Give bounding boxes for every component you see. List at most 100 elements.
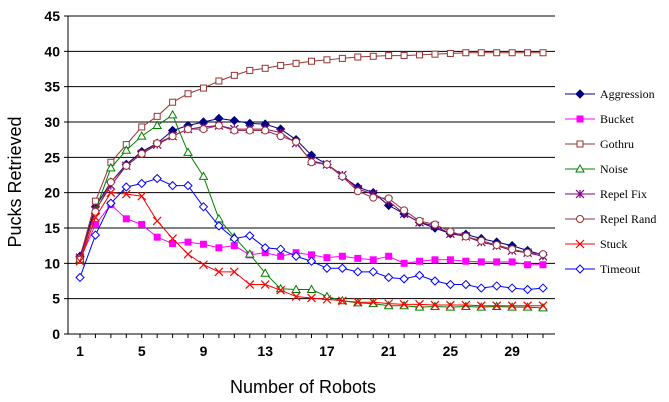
data-point — [524, 261, 532, 269]
legend-item[interactable]: Bucket — [565, 112, 635, 126]
legend-marker — [575, 89, 585, 99]
data-point — [167, 109, 178, 119]
data-point — [338, 54, 346, 62]
data-point — [168, 132, 177, 141]
legend-item[interactable]: Stuck — [565, 237, 627, 251]
data-point — [477, 49, 485, 57]
data-point — [400, 206, 409, 215]
data-point — [261, 126, 270, 135]
legend[interactable]: Aggression Bucket Gothru Noise Repel Fix Repe… — [565, 87, 656, 276]
data-point — [198, 202, 209, 212]
data-point — [415, 216, 424, 225]
data-point — [292, 137, 301, 146]
data-point — [445, 300, 455, 310]
data-point — [75, 272, 85, 283]
data-point — [353, 297, 363, 307]
data-point — [153, 233, 161, 241]
data-point — [229, 233, 240, 244]
data-point — [415, 299, 424, 309]
x-tick-label: 17 — [319, 343, 335, 359]
data-point — [306, 256, 317, 266]
data-point — [446, 49, 454, 57]
data-point — [138, 220, 146, 228]
data-point — [384, 194, 393, 203]
data-point — [198, 171, 209, 180]
data-point — [122, 215, 130, 223]
data-point — [383, 272, 394, 283]
series-layer — [75, 49, 548, 312]
data-point — [338, 252, 346, 260]
data-point — [122, 161, 131, 170]
data-point — [446, 256, 454, 264]
data-point — [493, 49, 501, 57]
legend-item[interactable]: Timeout — [565, 262, 641, 276]
data-point — [507, 301, 517, 311]
data-point — [121, 182, 132, 192]
x-axis-label: Number of Robots — [230, 377, 376, 397]
data-point — [337, 263, 348, 273]
data-point — [183, 180, 193, 191]
data-point — [431, 50, 439, 58]
data-point — [337, 296, 347, 306]
data-point — [275, 244, 286, 254]
data-point — [491, 281, 502, 291]
data-point — [430, 220, 439, 229]
x-tick-label: 21 — [381, 343, 397, 359]
data-point — [199, 125, 208, 134]
data-point — [307, 158, 316, 167]
data-point — [492, 240, 501, 249]
data-point — [260, 243, 270, 253]
data-point — [214, 267, 224, 277]
x-tick-label: 9 — [200, 343, 208, 359]
data-point — [214, 121, 223, 130]
data-point — [399, 299, 409, 309]
data-point — [91, 212, 100, 222]
legend-label: Noise — [600, 162, 628, 176]
data-point — [369, 193, 378, 202]
data-point — [244, 249, 255, 258]
data-point — [169, 98, 177, 106]
data-point — [199, 84, 207, 92]
data-point — [292, 59, 300, 67]
data-point — [152, 173, 162, 184]
data-point — [183, 147, 193, 156]
data-point — [215, 244, 223, 252]
data-point — [138, 123, 146, 131]
data-point — [215, 77, 223, 85]
data-point — [416, 257, 424, 265]
data-point — [400, 52, 408, 60]
data-point — [400, 259, 408, 267]
y-tick-label: 15 — [44, 220, 60, 236]
legend-item[interactable]: Repel Rand — [565, 212, 656, 226]
data-point — [508, 245, 517, 254]
legend-label: Timeout — [600, 262, 641, 276]
legend-label: Stuck — [600, 237, 627, 251]
data-point — [508, 258, 516, 266]
y-tick-label: 35 — [44, 79, 60, 95]
x-tick-label: 29 — [504, 343, 520, 359]
data-point — [523, 248, 532, 257]
data-point — [368, 297, 378, 307]
legend-item[interactable]: Repel Fix — [565, 187, 647, 201]
y-tick-label: 40 — [44, 43, 60, 59]
data-point — [322, 294, 332, 304]
data-point — [476, 301, 486, 311]
data-point — [121, 189, 131, 199]
data-point — [276, 132, 285, 141]
data-point — [136, 131, 147, 140]
legend-item[interactable]: Noise — [565, 162, 628, 176]
legend-marker — [575, 264, 585, 274]
data-point — [137, 178, 147, 189]
data-point — [90, 230, 101, 240]
legend-item[interactable]: Aggression — [565, 87, 655, 101]
data-point — [261, 64, 269, 72]
data-point — [523, 301, 532, 311]
data-point — [184, 90, 192, 98]
data-point — [369, 52, 377, 60]
y-tick-label: 25 — [44, 149, 60, 165]
data-point — [385, 52, 393, 60]
legend-marker — [575, 239, 585, 249]
legend-item[interactable]: Gothru — [565, 137, 634, 151]
legend-label: Bucket — [600, 112, 635, 126]
